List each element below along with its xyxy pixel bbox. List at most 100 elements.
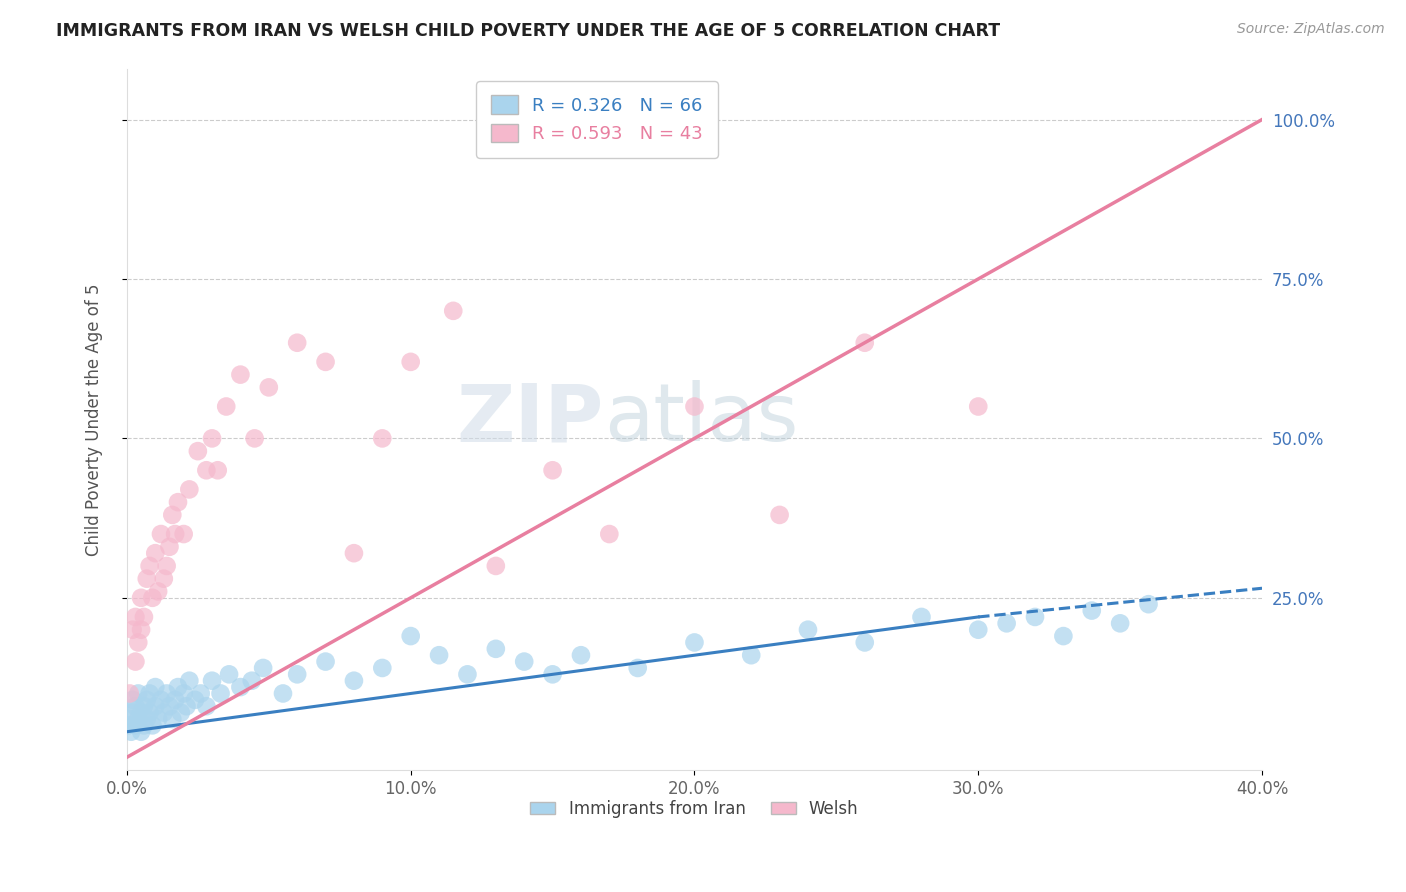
Point (170, 706, 193, 720)
Point (598, 527, 620, 541)
Point (187, 444, 209, 458)
Point (167, 680, 190, 694)
Point (541, 667, 564, 681)
Point (683, 635, 706, 649)
Point (138, 706, 160, 720)
Point (371, 661, 394, 675)
Point (271, 686, 294, 700)
Point (569, 648, 592, 663)
Point (853, 335, 876, 350)
Text: Source: ZipAtlas.com: Source: ZipAtlas.com (1237, 22, 1385, 37)
Point (371, 431, 394, 445)
Point (1081, 603, 1104, 617)
Point (124, 718, 146, 732)
Point (132, 699, 155, 714)
Point (124, 699, 146, 714)
Point (485, 558, 508, 573)
Point (117, 718, 139, 732)
Point (146, 584, 169, 599)
Point (201, 431, 224, 445)
Point (1024, 610, 1046, 624)
Point (240, 673, 263, 688)
Point (768, 508, 790, 522)
Point (285, 335, 308, 350)
Point (456, 667, 478, 681)
Point (201, 673, 224, 688)
Point (910, 610, 932, 624)
Point (441, 303, 464, 318)
Point (315, 655, 337, 669)
Point (218, 667, 240, 681)
Text: atlas: atlas (603, 380, 799, 458)
Point (285, 667, 308, 681)
Point (143, 699, 166, 714)
Point (485, 641, 508, 656)
Point (143, 680, 166, 694)
Point (399, 355, 422, 369)
Point (176, 699, 198, 714)
Point (190, 686, 212, 700)
Point (683, 400, 706, 414)
Point (165, 693, 187, 707)
Point (121, 693, 143, 707)
Point (124, 610, 146, 624)
Point (315, 355, 337, 369)
Point (132, 610, 155, 624)
Point (209, 686, 232, 700)
Point (195, 699, 218, 714)
Point (165, 527, 187, 541)
Point (159, 699, 181, 714)
Point (229, 368, 252, 382)
Point (159, 540, 181, 554)
Point (138, 558, 160, 573)
Point (149, 693, 172, 707)
Point (1109, 616, 1132, 631)
Point (141, 718, 163, 732)
Point (967, 623, 990, 637)
Point (343, 673, 366, 688)
Point (195, 463, 218, 477)
Point (162, 712, 184, 726)
Point (797, 623, 820, 637)
Point (143, 546, 166, 560)
Point (967, 400, 990, 414)
Point (243, 431, 266, 445)
Point (1137, 597, 1160, 611)
Text: ZIP: ZIP (457, 380, 603, 458)
Point (138, 686, 160, 700)
Point (1052, 629, 1074, 643)
Point (627, 661, 650, 675)
Point (179, 483, 201, 497)
Point (156, 558, 179, 573)
Point (127, 712, 149, 726)
Point (173, 527, 195, 541)
Point (121, 706, 143, 720)
Point (252, 661, 274, 675)
Point (129, 591, 152, 605)
Point (135, 712, 157, 726)
Point (162, 508, 184, 522)
Point (135, 693, 157, 707)
Point (215, 400, 238, 414)
Point (184, 693, 207, 707)
Point (132, 718, 155, 732)
Y-axis label: Child Poverty Under the Age of 5: Child Poverty Under the Age of 5 (86, 283, 103, 556)
Point (129, 623, 152, 637)
Point (207, 463, 229, 477)
Point (146, 712, 169, 726)
Point (118, 686, 141, 700)
Point (740, 648, 762, 663)
Point (120, 724, 142, 739)
Text: IMMIGRANTS FROM IRAN VS WELSH CHILD POVERTY UNDER THE AGE OF 5 CORRELATION CHART: IMMIGRANTS FROM IRAN VS WELSH CHILD POVE… (56, 22, 1000, 40)
Point (427, 648, 450, 663)
Point (149, 527, 172, 541)
Point (343, 546, 366, 560)
Point (513, 655, 536, 669)
Point (173, 686, 195, 700)
Point (541, 463, 564, 477)
Point (118, 712, 141, 726)
Point (153, 572, 176, 586)
Point (129, 706, 152, 720)
Point (127, 635, 149, 649)
Point (853, 635, 876, 649)
